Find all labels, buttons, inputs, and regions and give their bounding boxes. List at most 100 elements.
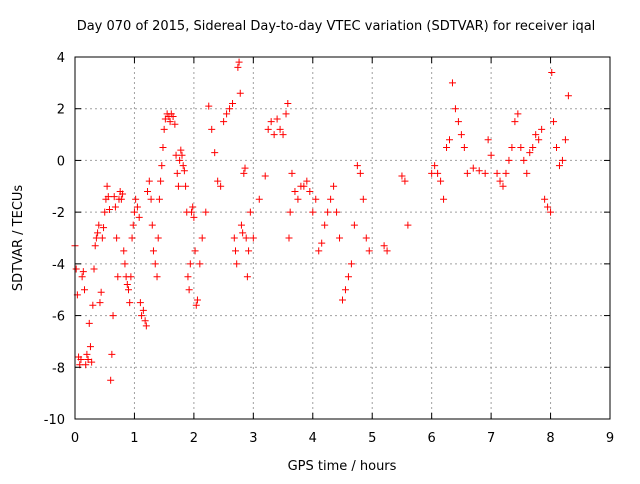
data-point <box>246 208 254 216</box>
data-point <box>511 118 519 126</box>
x-tick-label: 5 <box>368 431 376 446</box>
data-point <box>155 195 163 203</box>
data-point <box>77 356 85 364</box>
data-point <box>138 312 146 320</box>
data-point <box>237 221 245 229</box>
data-point <box>120 247 128 255</box>
data-point <box>220 118 228 126</box>
data-point <box>544 203 552 211</box>
data-point <box>114 273 122 281</box>
data-point <box>169 112 177 120</box>
data-point <box>440 195 448 203</box>
data-point <box>475 167 483 175</box>
data-point <box>484 136 492 144</box>
data-point <box>561 136 569 144</box>
data-point <box>286 208 294 216</box>
y-tick-label: -2 <box>52 206 65 221</box>
data-point <box>157 177 165 185</box>
data-point <box>234 63 242 71</box>
data-point <box>141 317 149 325</box>
data-point <box>217 182 225 190</box>
data-point <box>291 187 299 195</box>
data-point <box>158 162 166 170</box>
data-point <box>273 115 281 123</box>
data-point <box>191 247 199 255</box>
data-point <box>312 195 320 203</box>
data-point <box>454 118 462 126</box>
data-point <box>282 110 290 118</box>
data-point <box>339 296 346 304</box>
data-point <box>179 162 187 170</box>
data-point <box>94 229 102 237</box>
data-point <box>105 206 113 214</box>
data-point <box>180 167 188 175</box>
chart-title: Day 070 of 2015, Sidereal Day-to-day VTE… <box>77 19 596 34</box>
data-point <box>555 162 563 170</box>
data-point <box>126 299 134 307</box>
data-point <box>91 242 99 250</box>
data-point <box>110 193 118 201</box>
data-point <box>404 221 412 229</box>
data-point <box>142 322 150 330</box>
y-tick-label: 0 <box>57 154 65 169</box>
data-point <box>538 125 546 133</box>
x-tick-label: 2 <box>190 431 198 446</box>
x-tick-label: 6 <box>428 431 436 446</box>
data-point <box>437 177 445 185</box>
data-point <box>300 182 308 190</box>
y-tick-label: -10 <box>44 413 65 428</box>
data-point <box>448 79 456 87</box>
data-point <box>327 195 335 203</box>
data-point <box>499 182 507 190</box>
data-point <box>347 260 355 268</box>
data-point <box>359 195 367 203</box>
data-point <box>285 234 293 242</box>
data-point <box>92 234 100 242</box>
data-point <box>249 234 257 242</box>
data-point <box>529 144 537 151</box>
data-point <box>446 136 453 144</box>
data-point <box>233 260 241 268</box>
data-point <box>341 286 349 294</box>
data-point <box>160 125 168 133</box>
data-point <box>267 118 275 126</box>
x-tick-label: 7 <box>487 431 495 446</box>
data-point <box>431 162 439 170</box>
data-point <box>451 105 459 113</box>
data-point <box>154 234 162 242</box>
data-point <box>147 195 155 203</box>
data-point <box>127 273 135 281</box>
data-point <box>96 299 104 307</box>
data-point <box>508 144 516 151</box>
data-point <box>288 169 296 177</box>
data-point <box>523 169 531 177</box>
data-point <box>532 131 540 139</box>
data-point <box>230 234 238 242</box>
data-point <box>136 299 144 307</box>
data-point <box>336 234 344 242</box>
data-point <box>113 234 121 242</box>
data-point <box>236 89 244 97</box>
data-point <box>184 273 192 281</box>
ticks-layer: 0 1 2 3 4 5 6 7 8 9 4 2 0 -2 -4 -6 -8 -10 <box>44 51 614 446</box>
data-point <box>245 247 253 255</box>
data-point <box>84 356 92 364</box>
x-tick-label: 3 <box>249 431 257 446</box>
data-point <box>208 125 216 133</box>
data-point <box>261 172 269 180</box>
data-point <box>153 273 161 281</box>
data-point <box>174 182 182 190</box>
data-point <box>101 208 109 216</box>
data-point <box>205 102 213 110</box>
data-point <box>82 361 90 369</box>
data-point <box>128 234 136 242</box>
data-point <box>211 149 219 157</box>
data-point <box>90 265 98 273</box>
data-point <box>186 260 194 268</box>
data-point <box>481 169 489 177</box>
data-point <box>541 195 549 203</box>
y-tick-label: -8 <box>52 361 65 376</box>
data-point <box>100 224 108 232</box>
x-axis-title: GPS time / hours <box>288 459 397 474</box>
data-point <box>350 221 358 229</box>
